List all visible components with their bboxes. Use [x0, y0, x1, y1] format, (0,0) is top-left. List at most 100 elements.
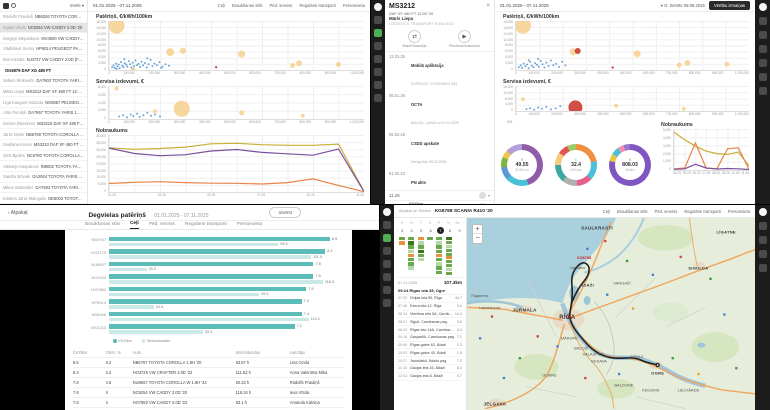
chat-icon[interactable]	[758, 17, 767, 25]
home-icon[interactable]	[374, 16, 382, 24]
compare-dropdown[interactable]: ▾ O. Zemīte 09.08.2025	[660, 3, 705, 8]
stop-row[interactable]: 08:43 Rīgas iela 14A, Carnikavas pag. 4.…	[397, 326, 463, 334]
stop-row[interactable]: 09:46 Rīgas gatve 63, Ādaži 2.3	[397, 342, 463, 350]
map-icon[interactable]	[383, 234, 391, 242]
table-row[interactable]: 8.5 8.2 NB6767 TOYOTA COROLLA 1.8H '20 9…	[73, 357, 344, 367]
table-row[interactable]: 7.6 6 HO7882 VW CADDY 2.0D '22 83.1 h Am…	[73, 397, 344, 407]
fleet-icon[interactable]	[383, 260, 391, 268]
nav-item[interactable]: Ceļi	[217, 3, 226, 8]
table-row[interactable]: 7.4 5.5 HP6014 PEUGEOT PARTNER 1.5D '22 …	[73, 407, 344, 410]
stop-row[interactable]: 11:43 Gaujas iela 16, Ādaži 8.3	[397, 365, 463, 373]
date-range[interactable]: 01.01.2025 - 07.11.2025	[154, 212, 209, 219]
calendar-day[interactable]: 8	[448, 228, 451, 233]
stop-row[interactable]: 08:14 Vienības iela 5A, Carnikavas pag. …	[397, 311, 463, 319]
settings-icon[interactable]	[374, 94, 382, 102]
driver-list-item[interactable]: Sandra Brīvule OA2924 TOYOTA YARIS 1.5H …	[0, 172, 87, 183]
calendar-day[interactable]: 5	[420, 228, 423, 233]
value-changes-button[interactable]: Vērtību izmaiņas	[708, 1, 750, 10]
tasks-icon[interactable]	[758, 31, 767, 39]
vehicle-bar-row[interactable]: NU8657 7.8 20.2	[73, 261, 344, 272]
driver-list-item[interactable]: Ģirts Bjalins NC6780 TOYOTA COROLLA W 1.…	[0, 151, 87, 162]
column-header[interactable]: Moto/stundas	[235, 350, 261, 355]
driver-list-item[interactable]: Aleksejs Kasparovs IN9002 TOYOTA YARIS 1…	[0, 161, 87, 173]
fleet-icon[interactable]	[374, 55, 382, 63]
vehicle-bar-row[interactable]: NB6066 7.4 110.1	[73, 311, 344, 322]
chevron-down-icon[interactable]: ▾	[487, 193, 490, 199]
nav-item[interactable]: Pēd. serviss	[654, 208, 678, 214]
reports-icon[interactable]	[374, 42, 382, 50]
nav-item[interactable]: Regulārie transporti	[684, 208, 721, 214]
driver-list-item[interactable]: Ilvis Kazaks NJ4737 VW CADDY 2.0D (FO-mi…	[0, 55, 87, 66]
table-row[interactable]: 7.8 4.5 NU8657 TOYOTA COROLLA W 1.8H '24…	[73, 377, 344, 387]
fuel-icon[interactable]	[383, 273, 391, 281]
user-avatar[interactable]	[758, 208, 767, 216]
nav-item[interactable]: Personvieta	[342, 3, 365, 8]
driver-list-item[interactable]: Līga Kaugure-Strazda NO8657 PEUGEOT PART…	[0, 97, 87, 109]
nav-item[interactable]: Regulārie transporti	[299, 3, 336, 8]
stop-row[interactable]: 07:20 Ūnijas iela 95, Rīga 44.7	[397, 295, 463, 303]
tab[interactable]: Personvieta	[236, 222, 263, 227]
calendar-day[interactable]: 3	[400, 228, 404, 233]
driver-list-item[interactable]: Rūdolfs Prauliņš NB6026 TOYOTA COROLLA 1…	[0, 12, 87, 23]
docs-icon[interactable]	[758, 45, 767, 53]
tab[interactable]: Ceļi	[129, 221, 139, 229]
current-stop[interactable]: 09:24 Rīgas iela 35, Ogre	[397, 287, 463, 295]
date-range[interactable]: 01.01.2025 - 07.11.2025	[93, 3, 142, 8]
alerts-icon[interactable]	[383, 286, 391, 294]
list-filter-dropdown[interactable]: Izvēle ▾	[69, 3, 84, 8]
back-link[interactable]: Atpakaļ uz: Ekrāns	[399, 209, 431, 213]
expand-button[interactable]: Izvērst	[269, 207, 301, 218]
column-header[interactable]: Dīkst. %	[105, 350, 121, 355]
zoom-in-button[interactable]: +	[473, 225, 482, 234]
vehicle-bar-row[interactable]: HO3725 8.3 111.5	[73, 249, 344, 260]
chevron-left-icon[interactable]: ‹	[397, 228, 399, 233]
timeline-event[interactable]: 01.02.23 PN akts	[385, 169, 494, 190]
search-icon[interactable]	[11, 3, 16, 8]
nav-item[interactable]: Braukšanas stils	[617, 208, 648, 214]
table-row[interactable]: 8.3 6.2 HO3725 VW CRAFTER 2.0D '22 111.5…	[73, 367, 344, 377]
home-icon[interactable]	[383, 221, 391, 229]
layers-icon[interactable]	[758, 222, 767, 230]
nav-item[interactable]: Personvieta	[727, 208, 750, 214]
stop-row[interactable]: 09:16 Gaujaslīči, Carnikavas pag. 7.1	[397, 334, 463, 342]
tab[interactable]: Regulārie transporti	[184, 222, 227, 227]
vehicle-bar-row[interactable]: HP6014 7.4 24.4	[73, 299, 344, 310]
alerts-icon[interactable]	[374, 81, 382, 89]
close-icon[interactable]: ×	[486, 3, 490, 9]
vehicle-bar-row[interactable]: NC9254 7.8 118.3	[73, 274, 344, 285]
vehicle-bar-row[interactable]: HO7882 7.6 83.1	[73, 286, 344, 297]
driver-list-item[interactable]: Valters Rinkevičs OA7602 TOYOTA YARIS 1.…	[0, 76, 87, 87]
stop-row[interactable]: 10:27 Jaunkārkli, Ādažu pag. 7.2	[397, 357, 463, 366]
column-header[interactable]: Lietotājs	[289, 350, 306, 355]
date-range[interactable]: 01.01.2025 - 07.11.2025	[500, 3, 549, 8]
vehicle-plate-title[interactable]: KG6788 SCANIA R410 '20	[434, 208, 493, 214]
driver-list-item[interactable]: Mikus Stalevskis OA7603 TOYOTA YARIS 1.5…	[0, 183, 87, 194]
driver-list-item[interactable]: Jānis Ozols NB6766 TOYOTA COROLLA 1.8H '…	[0, 129, 87, 141]
stop-row[interactable]: 08:27 Siguļi, Carnikavas pag. 3.9	[397, 318, 463, 327]
map-icon[interactable]	[374, 29, 382, 37]
add-trip-button[interactable]: ▶ Pievienot braucienu	[445, 30, 485, 48]
driver-list-item[interactable]: Ingars Vītols NC9254 VW CADDY 2.0D '20	[0, 22, 87, 34]
driver-list-item[interactable]: Svetlana Kirova MS3210 DAF XF 480 FT 12:…	[0, 140, 87, 151]
vehicle-bar-row[interactable]: NB6767 8.5 93.6	[73, 236, 344, 247]
zoom-out-button[interactable]: −	[473, 234, 482, 243]
fuel-icon[interactable]	[374, 68, 382, 76]
driver-list-item[interactable]: Artis Purviņš OA7957 TOYOTA YARIS 1.5H '…	[0, 108, 87, 119]
change-driver-button[interactable]: ⇄ Mainīt braucēju	[395, 30, 435, 48]
measure-icon[interactable]	[758, 264, 767, 272]
vehicle-bar-row[interactable]: MS3210 7.1 52.4	[73, 324, 344, 335]
nav-item[interactable]: Ceļi	[602, 208, 611, 214]
tab[interactable]: Braukšanas stils	[85, 222, 120, 227]
calendar-day[interactable]: 4	[410, 228, 413, 233]
back-button[interactable]: ‹ Atpakaļ	[8, 209, 28, 216]
nav-item[interactable]: Pēd. serviss	[269, 3, 293, 8]
tab[interactable]: Pēd. serviss	[148, 222, 175, 227]
monthly-summary-row[interactable]: 11.25 ▾	[385, 191, 494, 202]
reports-icon[interactable]	[383, 247, 391, 255]
stop-row[interactable]: 07:46 Ezera iela 12, Rīga 0.4	[397, 303, 463, 311]
monthly-summary-row[interactable]: 10.25 5200km 26.6l/100km ▾	[385, 201, 494, 204]
column-header[interactable]: l/100km	[73, 350, 88, 355]
poi-icon[interactable]	[758, 250, 767, 258]
driver-list-item[interactable]: Sergejs Stepankovs MV4000 VW CADDY 2.0D …	[0, 33, 87, 45]
user-avatar[interactable]	[758, 3, 767, 11]
